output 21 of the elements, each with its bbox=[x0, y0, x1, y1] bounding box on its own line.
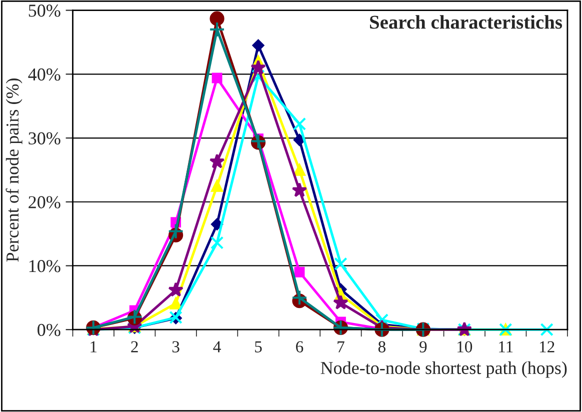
y-tick-label: 20% bbox=[28, 196, 60, 208]
x-tick-label: 4 bbox=[213, 341, 221, 352]
x-tick-label: 10 bbox=[458, 341, 472, 352]
y-tick-label: 30% bbox=[28, 132, 60, 145]
x-tick-label: 1 bbox=[90, 341, 97, 352]
y-tick-label: 40% bbox=[28, 68, 60, 81]
x-tick-label: 8 bbox=[378, 341, 386, 352]
x-tick-label: 12 bbox=[540, 341, 554, 352]
x-tick-label: 9 bbox=[420, 341, 427, 352]
y-tick-label: 50% bbox=[28, 4, 60, 17]
x-tick-label: 7 bbox=[338, 341, 344, 352]
x-tick-label: 5 bbox=[255, 341, 262, 352]
x-tick-label: 3 bbox=[172, 341, 180, 352]
y-tick-label: 10% bbox=[29, 260, 60, 272]
x-tick-label: 2 bbox=[131, 341, 138, 352]
chart-title: Search characteristichs bbox=[370, 15, 562, 29]
x-tick-label: 6 bbox=[296, 341, 304, 352]
y-tick-label: 0% bbox=[38, 324, 60, 336]
x-axis-title: Node-to-node shortest path (hops) bbox=[320, 361, 567, 378]
y-axis-title: Percent of node pairs (%) bbox=[6, 78, 22, 262]
x-tick-label: 11 bbox=[499, 341, 513, 352]
